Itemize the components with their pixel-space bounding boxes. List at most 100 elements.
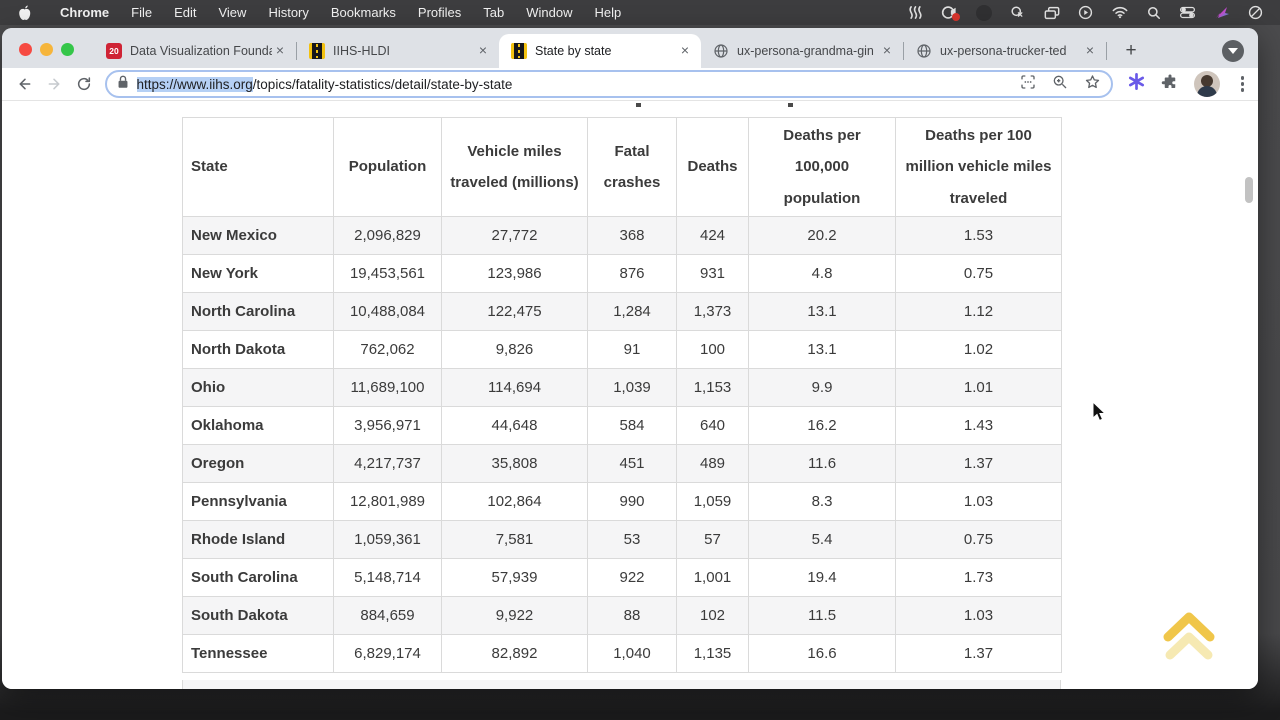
road-favicon (309, 43, 325, 59)
menu-item-profiles[interactable]: Profiles (417, 5, 462, 20)
menu-item-edit[interactable]: Edit (174, 5, 197, 20)
apple-menu-icon[interactable] (18, 5, 31, 20)
capture-frame-icon[interactable] (1020, 74, 1036, 95)
lock-icon[interactable] (117, 75, 129, 94)
toolbar-extensions (1127, 71, 1251, 97)
table-cell: 10,488,084 (333, 292, 442, 331)
table-cell: 931 (676, 254, 749, 293)
table-cell: 584 (587, 406, 677, 445)
tab-data-visualization[interactable]: 20 Data Visualization Founda × (94, 34, 296, 68)
table-cell: North Dakota (182, 330, 334, 369)
table-cell: 1,135 (676, 634, 749, 673)
menu-item-history[interactable]: History (268, 5, 309, 20)
table-cell: 102,864 (441, 482, 588, 521)
menu-item-chrome[interactable]: Chrome (60, 5, 110, 20)
close-tab-icon[interactable]: × (275, 42, 285, 58)
vertical-scrollbar-thumb[interactable] (1245, 177, 1253, 203)
column-header: Deaths per 100 million vehicle miles tra… (895, 117, 1062, 217)
scroll-to-top-button[interactable] (1160, 601, 1218, 663)
wifi-icon[interactable] (1111, 4, 1128, 21)
table-cell: 6,829,174 (333, 634, 442, 673)
tab-ux-persona-trucker[interactable]: ux-persona-trucker-ted × (904, 34, 1106, 68)
table-cell: New York (182, 254, 334, 293)
table-cell: 13.1 (748, 330, 896, 369)
table-cell: 1.02 (895, 330, 1062, 369)
table-cell: 1,284 (587, 292, 677, 331)
table-row: North Carolina 10,488,084 122,475 1,284 1,37… (182, 292, 1062, 331)
dimmed-app-icon[interactable] (975, 4, 992, 21)
table-cell: 35,808 (441, 444, 588, 483)
asterisk-extension-icon[interactable] (1127, 72, 1146, 96)
table-cell: 100 (676, 330, 749, 369)
zoom-app-icon[interactable] (1009, 4, 1026, 21)
table-cell: 19.4 (748, 558, 896, 597)
table-cell: 489 (676, 444, 749, 483)
tab-state-by-state-active[interactable]: State by state × (499, 34, 701, 68)
table-cell: 9.9 (748, 368, 896, 407)
spotlight-search-icon[interactable] (1145, 4, 1162, 21)
table-cell: Rhode Island (182, 520, 334, 559)
table-cell: 1.01 (895, 368, 1062, 407)
table-cell: 20.2 (748, 216, 896, 255)
minimize-window-button[interactable] (40, 43, 53, 56)
menu-item-tab[interactable]: Tab (483, 5, 505, 20)
fullscreen-window-button[interactable] (61, 43, 74, 56)
reload-icon[interactable] (72, 71, 96, 97)
zoom-in-icon[interactable] (1052, 74, 1068, 95)
numbered-badge-favicon: 20 (106, 43, 122, 59)
menu-item-file[interactable]: File (131, 5, 153, 20)
column-header: Population (333, 117, 442, 217)
table-cell: 1,040 (587, 634, 677, 673)
url-text[interactable]: https://www.iihs.org/topics/fatality-sta… (136, 76, 512, 92)
tab-separator (296, 42, 297, 60)
table-row: New Mexico 2,096,829 27,772 368 424 20.2 1.53 (182, 216, 1062, 255)
address-bar[interactable]: https://www.iihs.org/topics/fatality-sta… (104, 70, 1113, 98)
extensions-puzzle-icon[interactable] (1161, 73, 1179, 96)
table-cell: 0.75 (895, 254, 1062, 293)
camera-busy-icon[interactable] (941, 4, 960, 21)
table-row: Pennsylvania 12,801,989 102,864 990 1,059 8.3… (182, 482, 1062, 521)
close-tab-icon[interactable]: × (478, 42, 488, 58)
tab-search-button[interactable] (1222, 40, 1244, 62)
play-circle-icon[interactable] (1077, 4, 1094, 21)
tab-ux-persona-grandma[interactable]: ux-persona-grandma-gin × (701, 34, 903, 68)
table-cell: 27,772 (441, 216, 588, 255)
control-center-icon[interactable] (1179, 4, 1196, 21)
tab-strip: 20 Data Visualization Founda × IIHS-HLDI… (2, 28, 1258, 68)
do-not-disturb-icon[interactable] (1247, 4, 1264, 21)
table-row: North Dakota 762,062 9,826 91 100 13.1 1.02 (182, 330, 1062, 369)
close-tab-icon[interactable]: × (1085, 42, 1095, 58)
bookmark-star-icon[interactable] (1084, 74, 1101, 95)
clipped-text-remnant (636, 103, 641, 107)
close-window-button[interactable] (19, 43, 32, 56)
creative-app-icon[interactable] (1213, 4, 1230, 21)
table-cell: 82,892 (441, 634, 588, 673)
table-cell: 19,453,561 (333, 254, 442, 293)
display-mirroring-icon[interactable] (1043, 4, 1060, 21)
close-tab-icon[interactable]: × (882, 42, 892, 58)
menu-item-bookmarks[interactable]: Bookmarks (330, 5, 396, 20)
profile-avatar[interactable] (1193, 71, 1220, 97)
table-cell: 8.3 (748, 482, 896, 521)
state-table: State Population Vehicle miles traveled (m… (182, 117, 1062, 673)
menu-item-view[interactable]: View (218, 5, 247, 20)
table-cell: 44,648 (441, 406, 588, 445)
table-row: Ohio 11,689,100 114,694 1,039 1,153 9.9 1.01 (182, 368, 1062, 407)
table-cell: Tennessee (182, 634, 334, 673)
table-cell: 11.5 (748, 596, 896, 635)
table-cell: 9,826 (441, 330, 588, 369)
menu-item-help[interactable]: Help (594, 5, 622, 20)
tab-iihs-hldi[interactable]: IIHS-HLDI × (297, 34, 499, 68)
menu-item-window[interactable]: Window (526, 5, 573, 20)
table-cell: 884,659 (333, 596, 442, 635)
forward-icon[interactable] (43, 71, 67, 97)
back-icon[interactable] (13, 71, 37, 97)
close-tab-icon[interactable]: × (680, 42, 690, 58)
browser-menu-icon[interactable] (1235, 76, 1251, 92)
browser-window: 20 Data Visualization Founda × IIHS-HLDI… (2, 28, 1258, 689)
table-cell: 5,148,714 (333, 558, 442, 597)
steam-waves-icon[interactable] (907, 4, 924, 21)
table-cell: 5.4 (748, 520, 896, 559)
new-tab-button[interactable]: + (1125, 40, 1137, 61)
tabs: 20 Data Visualization Founda × IIHS-HLDI… (94, 34, 1145, 68)
